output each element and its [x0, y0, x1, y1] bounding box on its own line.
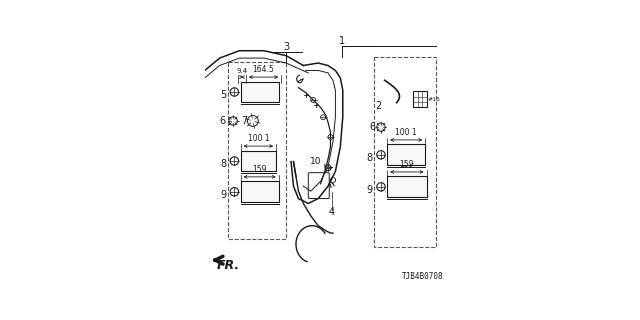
Bar — [228, 62, 286, 239]
Text: FR.: FR. — [216, 259, 240, 272]
Text: 164.5: 164.5 — [253, 65, 275, 74]
Bar — [241, 150, 276, 172]
Text: 8: 8 — [220, 159, 227, 169]
Text: 6: 6 — [219, 116, 225, 126]
Text: 4: 4 — [328, 207, 335, 217]
Text: 8: 8 — [367, 153, 373, 163]
Bar — [241, 82, 279, 102]
Text: 7: 7 — [241, 116, 247, 126]
Text: 9.4: 9.4 — [236, 68, 248, 74]
Bar — [387, 144, 426, 165]
Text: 3: 3 — [283, 42, 289, 52]
Bar — [241, 181, 279, 202]
Text: 1: 1 — [339, 36, 344, 46]
Text: 100 1: 100 1 — [248, 134, 269, 143]
Bar — [413, 92, 427, 108]
Text: 6: 6 — [369, 122, 376, 132]
Text: 2: 2 — [376, 101, 381, 111]
Text: 9: 9 — [220, 190, 227, 200]
Text: 5: 5 — [220, 90, 227, 100]
Bar — [387, 176, 427, 197]
Text: 10: 10 — [310, 157, 322, 166]
Bar — [374, 57, 436, 247]
Text: 100 1: 100 1 — [396, 128, 417, 137]
Text: TJB4B0708: TJB4B0708 — [402, 272, 444, 281]
Text: 159: 159 — [399, 160, 414, 169]
Text: 159: 159 — [252, 165, 267, 174]
Text: 9: 9 — [367, 185, 373, 195]
Text: #15: #15 — [428, 97, 441, 102]
